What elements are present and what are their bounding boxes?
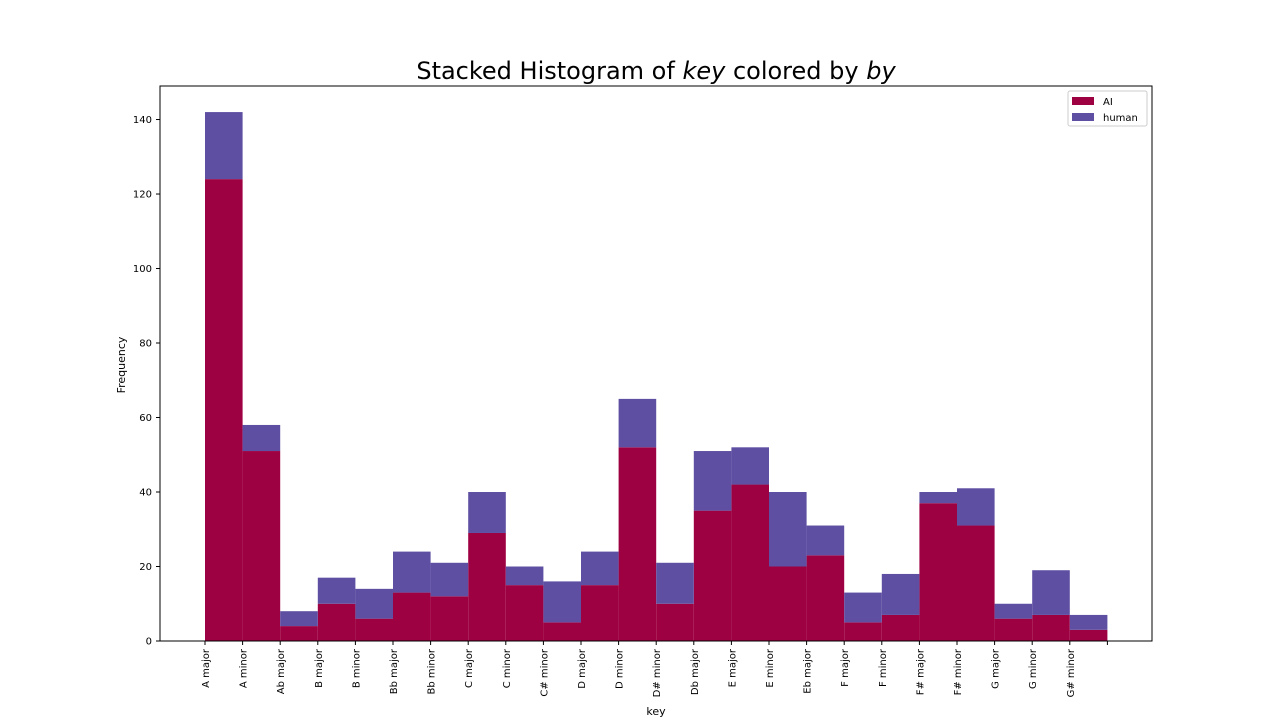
y-tick-label-7: 140 [133, 115, 152, 126]
bar-human-17 [844, 592, 882, 623]
x-tick-label-13: Db major [690, 648, 701, 695]
bar-human-7 [468, 492, 506, 533]
bar-ai-15 [769, 566, 807, 641]
x-tick-label-17: F major [840, 648, 851, 687]
y-tick-label-3: 60 [139, 413, 152, 424]
bar-human-16 [806, 525, 845, 556]
bar-ai-7 [468, 532, 506, 641]
x-tick-label-11: D minor [615, 648, 626, 689]
bar-human-8 [505, 566, 544, 586]
bar-human-20 [957, 488, 995, 526]
bar-ai-3 [317, 603, 356, 641]
x-tick-label-1: A minor [239, 648, 250, 688]
x-tick-label-19: F# major [915, 648, 926, 695]
bar-ai-12 [656, 603, 694, 641]
bar-human-21 [994, 603, 1033, 619]
x-tick-label-23: G# minor [1066, 648, 1077, 697]
bar-ai-5 [393, 592, 431, 641]
bar-ai-18 [881, 614, 920, 641]
plot-frame [159, 85, 1153, 642]
x-axis: A major A minor Ab major B major B minor Bb m… [201, 641, 1108, 697]
title-var-key: key [682, 57, 726, 85]
bar-ai-1 [242, 451, 281, 641]
y-tick-label-2: 40 [139, 488, 152, 499]
bar-ai-16 [806, 555, 845, 641]
x-tick-label-12: D# minor [652, 648, 663, 697]
bar-ai-11 [618, 447, 657, 641]
bar-human-12 [656, 562, 694, 604]
x-tick-label-3: B major [314, 648, 325, 688]
legend-label-ai: AI [1103, 97, 1113, 108]
legend-label-human: human [1103, 113, 1138, 124]
bar-human-23 [1069, 614, 1108, 630]
bar-human-22 [1032, 570, 1070, 615]
bar-human-2 [280, 611, 318, 627]
x-axis-label: key [646, 705, 666, 718]
x-tick-label-20: F# minor [953, 648, 964, 695]
x-tick-label-6: Bb minor [427, 648, 438, 694]
x-tick-label-4: B minor [351, 648, 362, 688]
legend-swatch-ai [1072, 97, 1094, 105]
bar-ai-10 [581, 585, 619, 641]
y-tick-label-4: 80 [139, 339, 152, 350]
bar-ai-14 [731, 484, 769, 641]
bar-human-10 [581, 551, 619, 586]
bar-ai-20 [957, 525, 995, 641]
chart-title: Stacked Histogram of key colored by by [416, 57, 896, 85]
bar-human-15 [769, 492, 807, 567]
title-var-by: by [866, 57, 896, 85]
x-tick-label-21: G major [991, 648, 1002, 689]
bar-ai-2 [280, 626, 318, 641]
bar-human-0 [205, 112, 243, 180]
bar-ai-17 [844, 622, 882, 641]
title-prefix: Stacked Histogram of [416, 57, 682, 85]
bar-human-19 [919, 492, 957, 504]
bar-ai-19 [919, 503, 957, 641]
legend-swatch-human [1072, 113, 1094, 121]
bar-human-9 [543, 581, 581, 623]
bar-ai-4 [355, 618, 393, 641]
bar-ai-6 [430, 596, 469, 641]
y-axis-label: Frequency [115, 336, 128, 393]
x-tick-label-15: E minor [765, 648, 776, 687]
y-tick-label-6: 120 [133, 190, 152, 201]
bar-ai-13 [693, 510, 732, 641]
bar-human-1 [242, 424, 281, 452]
bar-human-13 [693, 451, 732, 511]
x-tick-label-7: C major [464, 648, 475, 688]
x-tick-label-14: E major [727, 648, 738, 687]
x-tick-label-16: Eb major [803, 648, 814, 694]
y-tick-label-5: 100 [133, 264, 152, 275]
bar-human-14 [731, 447, 769, 485]
bars-group [205, 112, 1108, 642]
x-tick-label-5: Bb major [389, 648, 400, 694]
x-tick-label-2: Ab major [276, 648, 287, 694]
y-tick-label-1: 20 [139, 562, 152, 573]
x-tick-label-9: C# minor [539, 648, 550, 697]
bar-human-3 [317, 577, 356, 604]
x-tick-label-10: D major [577, 648, 588, 689]
bar-ai-9 [543, 622, 581, 641]
title-middle: colored by [725, 57, 866, 85]
y-tick-label-0: 0 [146, 637, 152, 648]
bar-human-18 [881, 573, 920, 615]
bar-ai-8 [505, 585, 544, 641]
bar-ai-0 [205, 179, 243, 642]
bar-human-6 [430, 562, 469, 597]
bar-human-4 [355, 588, 393, 619]
bar-ai-23 [1069, 629, 1108, 641]
bar-ai-21 [994, 618, 1033, 641]
x-tick-label-0: A major [201, 648, 212, 688]
x-tick-label-8: C minor [502, 648, 513, 688]
x-tick-label-22: G minor [1028, 648, 1039, 689]
y-axis: 0 20 40 60 80 100 120 140 [133, 115, 160, 648]
bar-ai-22 [1032, 614, 1070, 641]
bar-human-11 [618, 398, 657, 448]
x-tick-label-18: F minor [878, 648, 889, 687]
legend: AI human [1067, 90, 1148, 127]
bar-human-5 [393, 551, 431, 593]
